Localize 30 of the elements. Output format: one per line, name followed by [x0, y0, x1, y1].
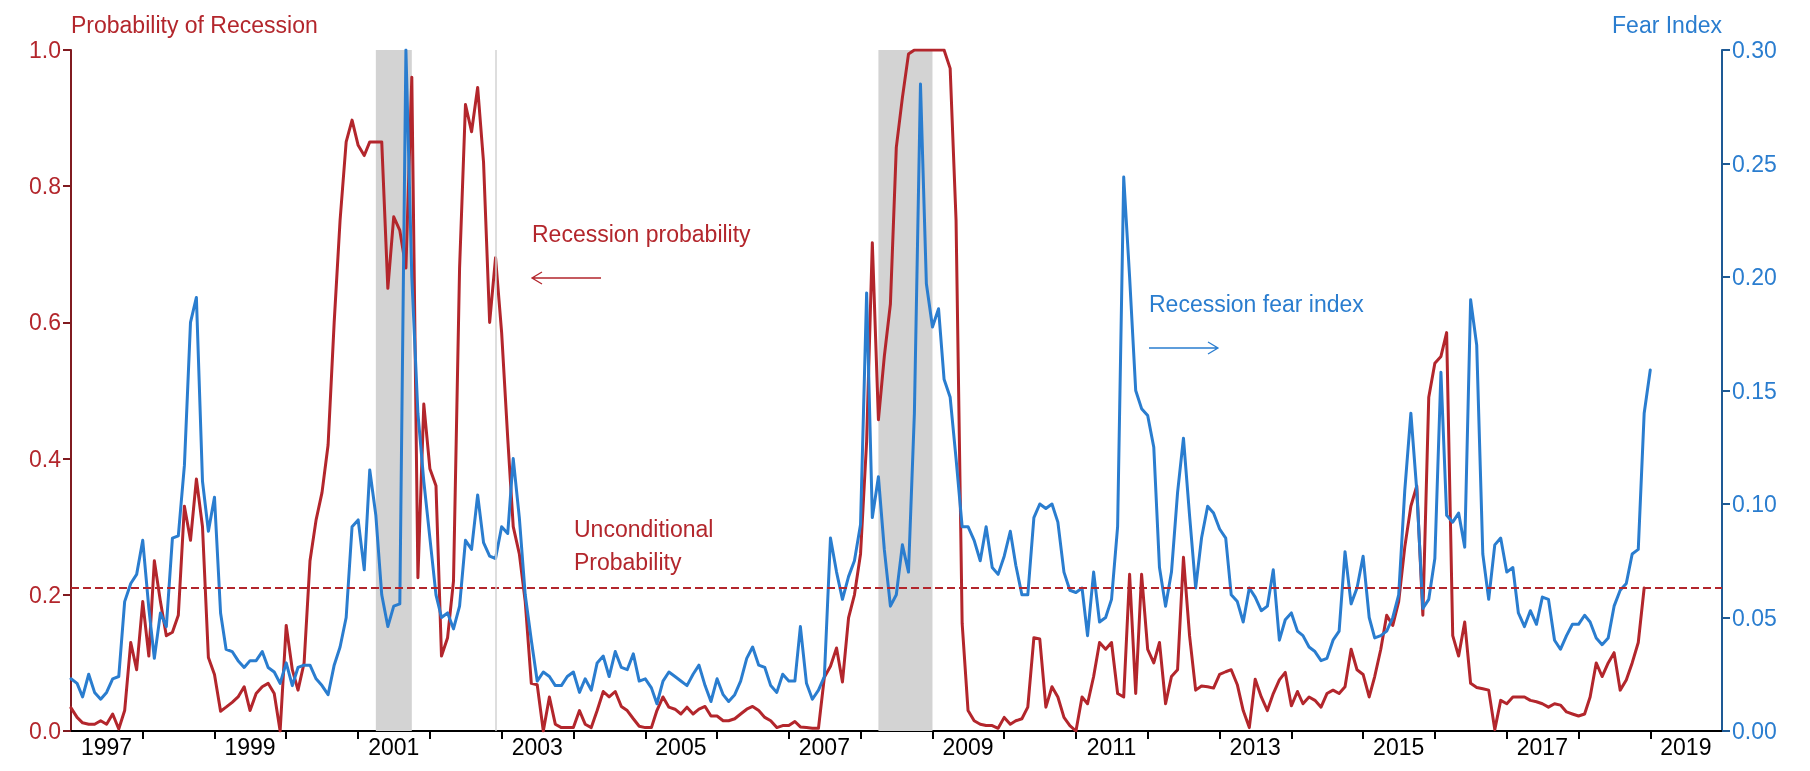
y-tick-label: 0.2 [29, 581, 61, 608]
y-axis-title: Probability of Recession [71, 11, 318, 38]
y-tick-label: 0.8 [29, 173, 61, 200]
x-tick-label: 2009 [942, 733, 994, 760]
y-tick-label: 1.0 [29, 37, 61, 63]
y2-tick-label: 0.15 [1732, 377, 1777, 404]
y2-tick-label: 0.25 [1732, 150, 1777, 177]
y2-tick-label: 0.10 [1732, 491, 1777, 517]
y2-tick-label: 0.05 [1732, 604, 1777, 631]
x-tick-label: 2013 [1229, 733, 1281, 760]
y2-tick-label: 0.00 [1732, 718, 1777, 744]
ref-line-label: Unconditional Probability [574, 516, 720, 576]
y2-axis-title: Fear Index [1612, 11, 1723, 38]
x-tick-label: 1997 [80, 733, 133, 760]
series-label: Recession probability [532, 220, 752, 247]
series-label: Recession fear index [1149, 290, 1365, 317]
y-tick-label: 0.4 [29, 445, 62, 472]
x-tick-label: 1999 [224, 733, 276, 760]
y-tick-label: 0.0 [29, 718, 61, 744]
y2-tick-label: 0.30 [1732, 37, 1777, 63]
x-tick-label: 2007 [798, 733, 850, 760]
x-tick-label: 2017 [1516, 733, 1568, 760]
x-tick-label: 2005 [655, 733, 707, 760]
y-tick-label: 0.6 [29, 309, 61, 336]
x-tick-label: 2003 [511, 733, 563, 760]
x-tick-label: 2019 [1660, 733, 1712, 760]
x-tick-label: 2001 [368, 733, 420, 760]
x-tick-label: 2011 [1086, 733, 1137, 760]
x-tick-label: 2015 [1373, 733, 1425, 760]
y2-tick-label: 0.20 [1732, 264, 1777, 290]
